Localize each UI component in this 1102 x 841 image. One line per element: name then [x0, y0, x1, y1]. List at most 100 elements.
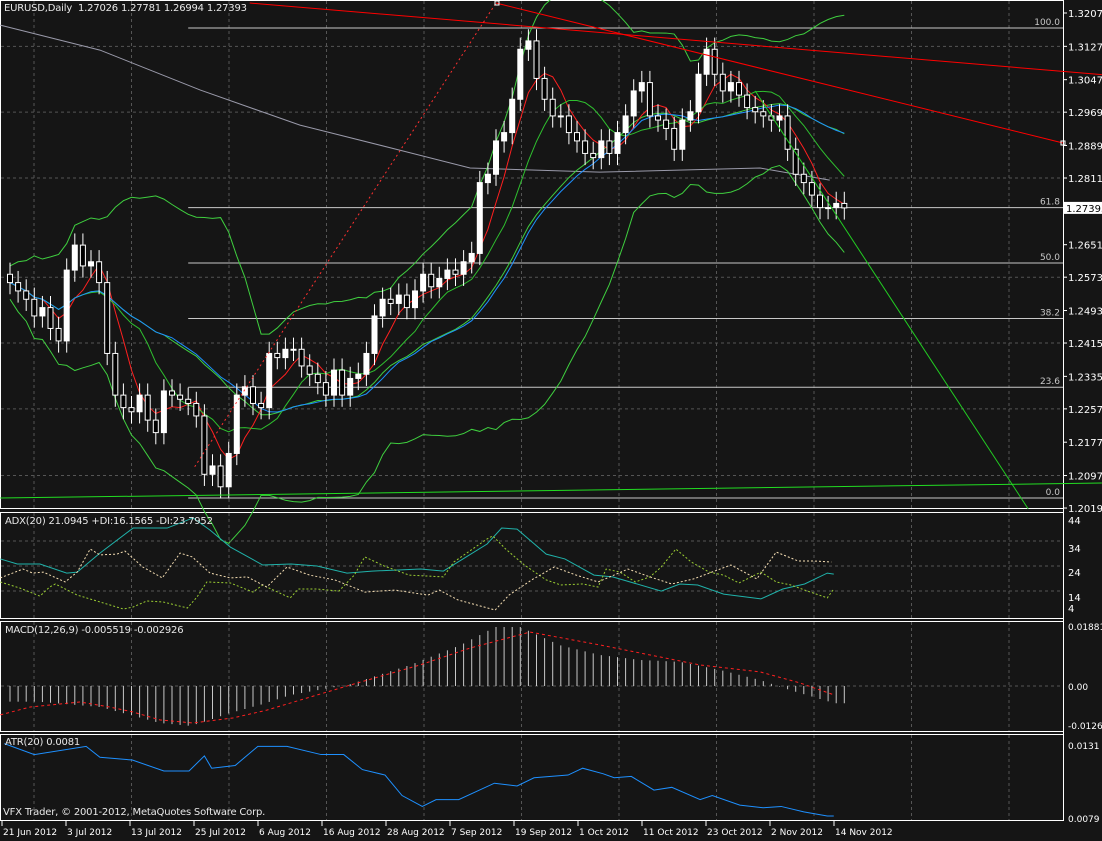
- candle: [808, 182, 815, 196]
- symbol-label: EURUSD,Daily: [4, 3, 73, 14]
- candle: [760, 111, 767, 117]
- fibonacci-level-label: 0.0: [1046, 488, 1061, 498]
- chart-header: EURUSD,Daily 1.27026 1.27781 1.26994 1.2…: [4, 3, 247, 14]
- candle: [501, 132, 508, 142]
- candle: [574, 132, 580, 142]
- date-axis-label: 3 Jul 2012: [67, 828, 112, 838]
- candle: [533, 40, 540, 79]
- candle: [436, 277, 443, 288]
- candle: [646, 82, 653, 117]
- price-tick-label: 1.22570: [1068, 405, 1102, 416]
- candle: [120, 394, 127, 409]
- candle: [476, 182, 483, 254]
- candle: [752, 107, 759, 113]
- candle: [841, 202, 848, 209]
- candle: [460, 261, 467, 275]
- candle: [185, 398, 192, 404]
- trendline-anchor-handle: [494, 0, 500, 6]
- candle: [598, 140, 605, 159]
- fibonacci-level-label: 61.8: [1040, 198, 1060, 208]
- low-value: 1.26994: [163, 3, 204, 14]
- high-value: 1.27781: [120, 3, 161, 14]
- candle: [412, 290, 418, 309]
- adx-line: [0, 517, 834, 600]
- candle: [169, 390, 175, 396]
- trendline-anchor-handle: [1060, 140, 1066, 146]
- candle: [420, 273, 427, 292]
- candle: [711, 48, 718, 75]
- price-tick-label: 1.24930: [1068, 307, 1102, 318]
- fibonacci-level-label: 100.0: [1034, 18, 1060, 28]
- date-axis-label: 1 Oct 2012: [579, 828, 629, 838]
- candle: [549, 98, 556, 117]
- candle: [339, 369, 346, 396]
- candle: [825, 207, 832, 210]
- candle: [63, 269, 70, 342]
- candle: [687, 111, 694, 121]
- current-price-label: 1.27393: [1066, 204, 1102, 215]
- price-tick-label: 1.30470: [1068, 76, 1102, 87]
- long-moving-average-line: [0, 24, 830, 181]
- fibonacci-level-label: 23.6: [1040, 377, 1060, 387]
- candle: [274, 352, 281, 359]
- candle: [177, 394, 184, 400]
- candle: [517, 48, 524, 100]
- candle: [136, 394, 143, 413]
- adx-axis-label: 24: [1068, 568, 1081, 579]
- candle: [144, 394, 151, 421]
- candle: [322, 382, 329, 396]
- price-tick-label: 1.20970: [1068, 472, 1102, 483]
- candle: [104, 282, 111, 354]
- open-value: 1.27026: [78, 3, 118, 14]
- candle: [290, 348, 297, 351]
- candle: [47, 307, 54, 329]
- adx-label: ADX(20) 21.0945 +DI:16.1565 -DI:23.7952: [5, 516, 213, 527]
- candle: [833, 202, 840, 209]
- date-axis-label: 23 Oct 2012: [707, 828, 763, 838]
- price-tick-label: 1.25730: [1068, 273, 1102, 284]
- candle: [31, 298, 38, 317]
- candle: [468, 252, 475, 263]
- candle: [128, 407, 135, 413]
- candle: [784, 115, 791, 150]
- candle: [776, 115, 783, 121]
- candle: [347, 377, 354, 396]
- candle: [387, 298, 394, 304]
- date-axis-label: 13 Jul 2012: [131, 828, 182, 838]
- candle: [217, 465, 224, 488]
- date-axis-label: 6 Aug 2012: [259, 828, 311, 838]
- price-tick-label: 1.29690: [1068, 108, 1102, 119]
- candle: [355, 373, 362, 379]
- current-price-box: [1064, 201, 1102, 214]
- candle: [395, 294, 402, 304]
- candle: [7, 273, 13, 284]
- red-trendline-upper: [249, 2, 1102, 76]
- main-price-panel: [0, 0, 1064, 509]
- candle: [225, 452, 232, 488]
- atr-axis-label: 0.0131: [1068, 742, 1100, 752]
- date-axis-label: 25 Jul 2012: [195, 828, 246, 838]
- macd-axis-label: -0.01266: [1068, 722, 1102, 732]
- candle: [606, 140, 613, 154]
- date-axis-label: 28 Aug 2012: [387, 828, 445, 838]
- price-tick-label: 1.20190: [1068, 504, 1102, 515]
- candle: [727, 82, 734, 92]
- candle: [630, 90, 637, 117]
- candle: [193, 402, 200, 417]
- candle: [663, 119, 670, 129]
- candle: [160, 390, 167, 434]
- date-axis-label: 21 Jun 2012: [3, 828, 57, 838]
- macd-axis-label: 0.00: [1068, 683, 1088, 693]
- red-dotted-trendline: [194, 2, 497, 468]
- macd-panel: [0, 621, 1064, 732]
- candle: [371, 315, 378, 354]
- macd-axis-label: 0.01881: [1068, 623, 1102, 633]
- candle: [363, 352, 370, 375]
- candle: [23, 290, 30, 300]
- fibonacci-level-label: 38.2: [1040, 308, 1060, 318]
- macd-label: MACD(12,26,9) -0.005519 -0.002926: [5, 625, 184, 636]
- date-axis-label: 2 Nov 2012: [771, 828, 823, 838]
- candle: [525, 40, 532, 50]
